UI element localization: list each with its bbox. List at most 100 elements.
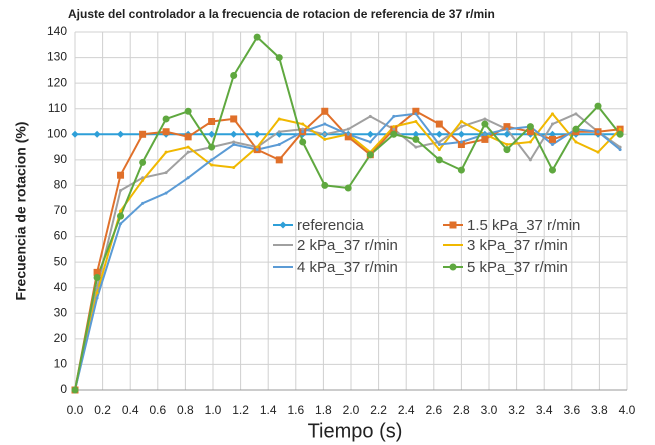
y-tick-label: 140 (47, 24, 67, 38)
x-tick-label: 2.6 (425, 403, 442, 417)
y-tick-label: 130 (47, 50, 67, 64)
marker (141, 201, 145, 205)
marker (503, 146, 511, 154)
marker (230, 115, 238, 123)
marker (594, 102, 602, 110)
marker (481, 135, 489, 143)
y-tick-label: 100 (47, 126, 67, 140)
marker (346, 132, 350, 136)
marker (117, 171, 125, 179)
marker (210, 163, 214, 167)
marker (232, 143, 236, 147)
x-axis-label: Tiempo (s) (308, 420, 403, 442)
marker (366, 151, 374, 159)
marker (162, 128, 170, 136)
marker (117, 212, 125, 220)
marker (95, 296, 99, 300)
marker (93, 273, 101, 281)
marker (139, 158, 147, 166)
marker (230, 71, 238, 79)
legend-label: 4 kPa_37 r/min (297, 259, 398, 276)
y-tick-label: 0 (60, 382, 67, 396)
x-tick-label: 0.8 (177, 403, 194, 417)
y-tick-label: 50 (54, 254, 68, 268)
marker (505, 127, 509, 131)
marker (253, 33, 261, 41)
marker (505, 143, 509, 147)
marker (574, 140, 578, 144)
marker (277, 130, 281, 134)
marker (548, 166, 556, 174)
marker (574, 112, 578, 116)
x-tick-label: 2.0 (343, 403, 360, 417)
marker (368, 114, 372, 118)
marker (618, 127, 622, 131)
marker (164, 171, 168, 175)
y-tick-label: 30 (54, 305, 68, 319)
marker (186, 145, 190, 149)
marker (435, 130, 443, 138)
marker (412, 130, 420, 138)
marker (255, 148, 259, 152)
x-tick-label: 3.2 (508, 403, 525, 417)
marker (323, 122, 327, 126)
y-tick-label: 40 (54, 280, 68, 294)
marker (279, 221, 287, 229)
marker (71, 130, 79, 138)
marker (344, 184, 352, 192)
x-tick-label: 4.0 (619, 403, 636, 417)
marker (481, 120, 489, 128)
marker (162, 115, 170, 123)
marker (210, 158, 214, 162)
marker (184, 133, 192, 141)
marker (435, 120, 443, 128)
x-tick-label: 0.6 (149, 403, 166, 417)
marker (93, 268, 101, 276)
marker (232, 166, 236, 170)
marker (321, 181, 329, 189)
marker (457, 166, 465, 174)
y-tick-label: 10 (54, 357, 68, 371)
marker (503, 123, 511, 131)
marker (164, 191, 168, 195)
marker (186, 150, 190, 154)
marker (459, 125, 463, 129)
y-tick-label: 20 (54, 331, 68, 345)
marker (618, 145, 622, 149)
marker (449, 221, 457, 229)
marker (321, 107, 329, 115)
marker (528, 158, 532, 162)
x-tick-label: 3.0 (481, 403, 498, 417)
marker (412, 135, 420, 143)
y-tick-label: 110 (48, 101, 67, 115)
marker (71, 386, 79, 394)
marker (301, 122, 305, 126)
marker (528, 140, 532, 144)
legend-label: 5 kPa_37 r/min (467, 259, 568, 276)
marker (366, 130, 374, 138)
marker (457, 141, 465, 149)
marker (618, 148, 622, 152)
x-tick-label: 1.0 (205, 403, 222, 417)
marker (164, 150, 168, 154)
marker (392, 127, 396, 131)
marker (616, 130, 624, 138)
marker (392, 114, 396, 118)
marker (457, 130, 465, 138)
x-tick-label: 1.2 (232, 403, 249, 417)
marker (277, 143, 281, 147)
marker (550, 122, 554, 126)
marker (95, 291, 99, 295)
x-tick-label: 2.4 (398, 403, 415, 417)
chart-title: Ajuste del controlador a la frecuencia d… (68, 7, 495, 21)
marker (548, 135, 556, 143)
marker (208, 143, 216, 151)
marker (275, 54, 283, 62)
x-tick-label: 2.8 (453, 403, 470, 417)
legend: referencia 1.5 kPa_37 r/min 2 kPa_37 r/min… (273, 217, 580, 276)
marker (230, 130, 238, 138)
y-axis-label: Frecuencia de rotacion (%) (13, 122, 29, 301)
x-tick-label: 0.0 (67, 403, 84, 417)
y-tick-label: 60 (54, 229, 68, 243)
